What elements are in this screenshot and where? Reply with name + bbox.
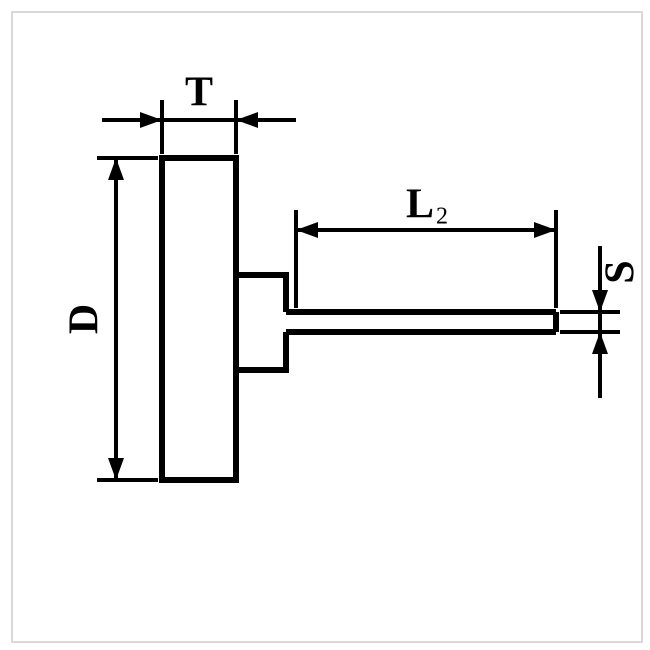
mounted-wheel-part — [162, 158, 556, 480]
grinding-head — [162, 158, 236, 480]
engineering-diagram: D T L2 S — [0, 0, 650, 650]
dimension-L2: L2 — [296, 182, 556, 308]
dimension-D: D — [62, 158, 158, 480]
hub — [236, 275, 286, 370]
dimension-annotations: D T L2 S — [62, 70, 644, 480]
label-S: S — [598, 260, 644, 283]
label-L2: L — [406, 182, 434, 228]
dimension-S: S — [560, 246, 644, 398]
label-D: D — [62, 304, 108, 334]
dimension-T: T — [102, 70, 296, 154]
label-L2-subscript: 2 — [436, 204, 448, 230]
label-T: T — [185, 70, 213, 116]
